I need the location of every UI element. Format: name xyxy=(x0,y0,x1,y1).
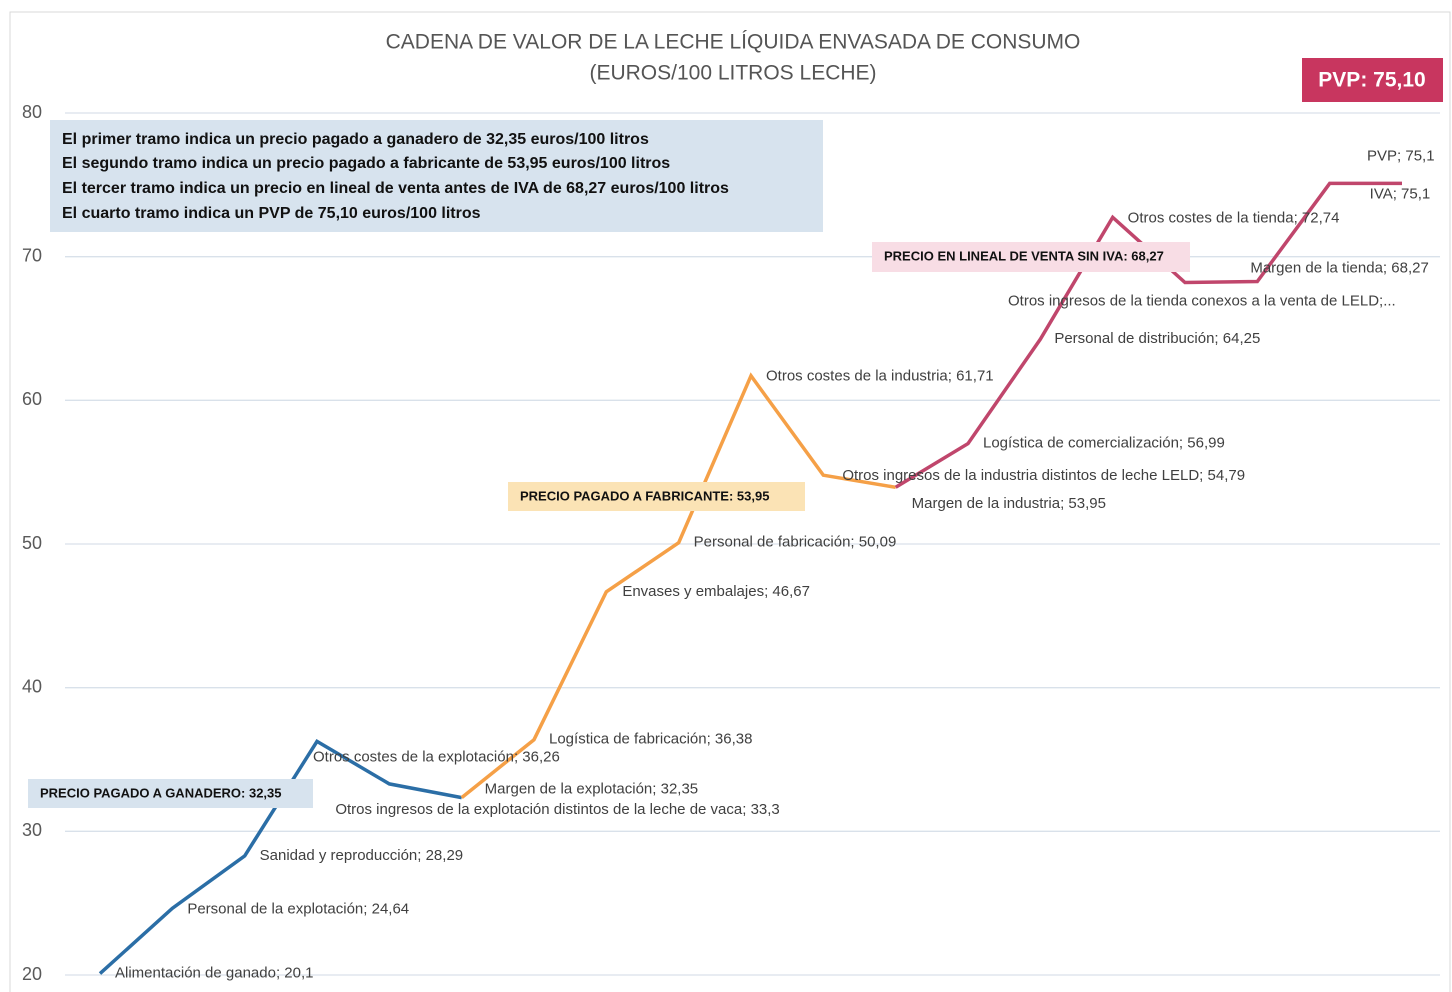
plot-area: 20 30 40 50 60 70 80 Alimentación de ganado; 20… xyxy=(22,102,1440,984)
info-line: El cuarto tramo indica un PVP de 75,10 e… xyxy=(62,205,481,222)
y-tick-label: 30 xyxy=(22,820,42,840)
data-label: Sanidad y reproducción; 28,29 xyxy=(260,847,463,864)
data-label: PVP; 75,1 xyxy=(1367,147,1435,164)
callout-box xyxy=(872,242,1190,272)
callout: PRECIO PAGADO A FABRICANTE: 53,95 xyxy=(520,488,769,503)
data-label: Margen de la tienda; 68,27 xyxy=(1250,259,1428,276)
callout: PRECIO EN LINEAL DE VENTA SIN IVA: 68,27 xyxy=(884,248,1164,263)
info-line: El tercer tramo indica un precio en line… xyxy=(62,180,729,197)
y-tick-label: 50 xyxy=(22,533,42,553)
info-line: El primer tramo indica un precio pagado … xyxy=(62,131,649,148)
y-tick-label: 80 xyxy=(22,102,42,122)
data-label: Envases y embalajes; 46,67 xyxy=(622,583,810,600)
data-label: Otros costes de la industria; 61,71 xyxy=(766,368,994,385)
chart-title: CADENA DE VALOR DE LA LECHE LÍQUIDA ENVA… xyxy=(386,31,1081,54)
data-label: Otros ingresos de la industria distintos… xyxy=(842,467,1245,484)
data-label: Personal de fabricación; 50,09 xyxy=(694,534,897,551)
data-label: Otros costes de la explotación; 36,26 xyxy=(313,748,560,765)
chart-subtitle: (EUROS/100 LITROS LECHE) xyxy=(589,62,876,85)
pvp-callout: PVP: 75,10 xyxy=(1318,69,1425,92)
callout-box xyxy=(28,779,313,808)
data-label: Otros ingresos de la tienda conexos a la… xyxy=(1008,292,1396,309)
data-label: Personal de distribución; 64,25 xyxy=(1054,330,1260,347)
pvp-box xyxy=(1302,58,1443,102)
y-tick-label: 20 xyxy=(22,964,42,984)
y-tick-label: 40 xyxy=(22,676,42,696)
data-label: Logística de fabricación; 36,38 xyxy=(549,731,752,748)
chart-border xyxy=(9,11,1451,992)
data-label: Personal de la explotación; 24,64 xyxy=(187,900,409,917)
data-label: Otros ingresos de la explotación distint… xyxy=(335,801,779,818)
line xyxy=(460,372,896,799)
data-label: Logística de comercialización; 56,99 xyxy=(983,435,1225,452)
y-tick-label: 70 xyxy=(22,245,42,265)
callout: PRECIO PAGADO A GANADERO: 32,35 xyxy=(40,785,282,800)
data-label: Margen de la industria; 53,95 xyxy=(912,495,1106,512)
callout-box xyxy=(508,482,805,511)
data-label: IVA; 75,1 xyxy=(1370,185,1431,202)
info-box xyxy=(50,120,823,232)
data-label: Alimentación de ganado; 20,1 xyxy=(115,965,313,982)
data-label: Otros costes de la tienda; 72,74 xyxy=(1128,209,1340,226)
data-label: Margen de la explotación; 32,35 xyxy=(485,781,698,798)
info-line: El segundo tramo indica un precio pagado… xyxy=(62,155,670,172)
y-tick-label: 60 xyxy=(22,389,42,409)
